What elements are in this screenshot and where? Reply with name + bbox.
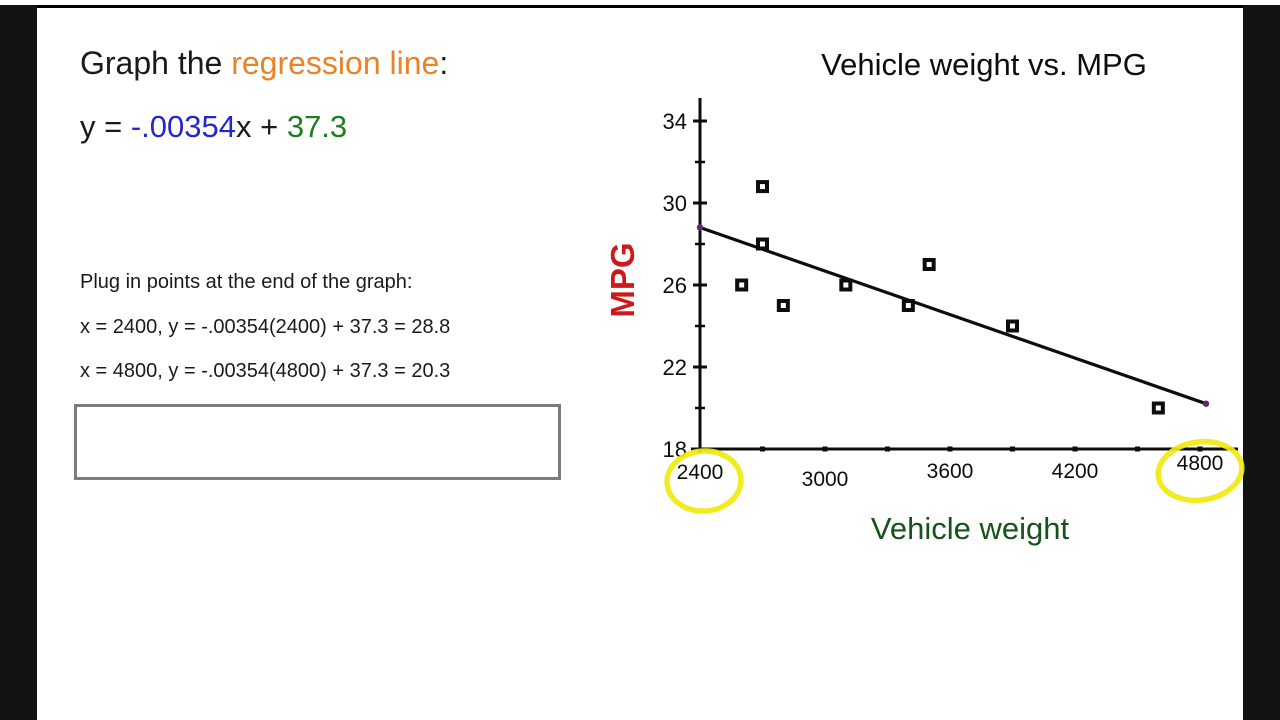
text-segment: y = [80, 109, 131, 144]
y-axis-title: MPG [604, 242, 641, 317]
x-tick [760, 446, 765, 452]
x-tick [1072, 446, 1078, 452]
x-tick [822, 446, 828, 452]
x-tick [1197, 446, 1203, 452]
text-segment: x + [235, 109, 287, 144]
x-tick-label: 3600 [927, 460, 974, 483]
data-point-center [760, 184, 765, 190]
y-tick-label: 30 [663, 191, 687, 216]
chart-title: Vehicle weight vs. MPG [821, 47, 1147, 82]
regression-line [698, 225, 1208, 406]
y-tick-label: 26 [663, 273, 687, 298]
text-segment: Graph the [80, 45, 232, 81]
regression-equation: y = -.00354x + 37.3 [80, 108, 347, 145]
x-tick [1135, 446, 1140, 452]
data-point-center [739, 282, 745, 288]
highlight-circle [1155, 438, 1245, 504]
instructions-text: Plug in points at the end of the graph: [80, 271, 413, 293]
y-tick-label: 22 [663, 355, 687, 380]
x-tick-label: 4200 [1052, 460, 1099, 483]
x-tick-label: 4800 [1177, 452, 1224, 475]
data-point-center [926, 262, 932, 267]
page-title: Graph the regression line: [80, 44, 448, 82]
point-calc-2400: x = 2400, y = -.00354(2400) + 37.3 = 28.… [80, 316, 451, 338]
data-point-center [780, 303, 786, 308]
regression-endpoint-dot [696, 224, 704, 231]
x-tick-label: 3000 [802, 468, 849, 491]
text-segment: 37.3 [286, 109, 348, 144]
text-segment: : [439, 45, 449, 81]
x-axis-label: Vehicle weight [870, 511, 1070, 546]
data-point-center [843, 282, 849, 288]
text-segment: regression line [231, 45, 440, 81]
highlight-circle [664, 448, 744, 514]
y-tick-label: 34 [663, 109, 687, 134]
left-letterbox-bar [0, 5, 37, 720]
right-letterbox-bar [1243, 5, 1280, 720]
text-segment: -.00354 [130, 109, 236, 144]
whiteboard-slide [37, 5, 1243, 720]
answer-box [74, 404, 561, 480]
data-point-center [1155, 405, 1161, 411]
x-tick-label: 2400 [677, 461, 724, 484]
data-point-center [905, 303, 911, 308]
x-tick [885, 446, 890, 452]
regression-endpoint-dot [1202, 400, 1210, 407]
data-point-center [760, 241, 765, 247]
x-tick [1010, 446, 1015, 452]
point-calc-4800: x = 4800, y = -.00354(4800) + 37.3 = 20.… [80, 360, 451, 382]
x-tick [947, 446, 953, 452]
data-point-center [1010, 323, 1015, 329]
